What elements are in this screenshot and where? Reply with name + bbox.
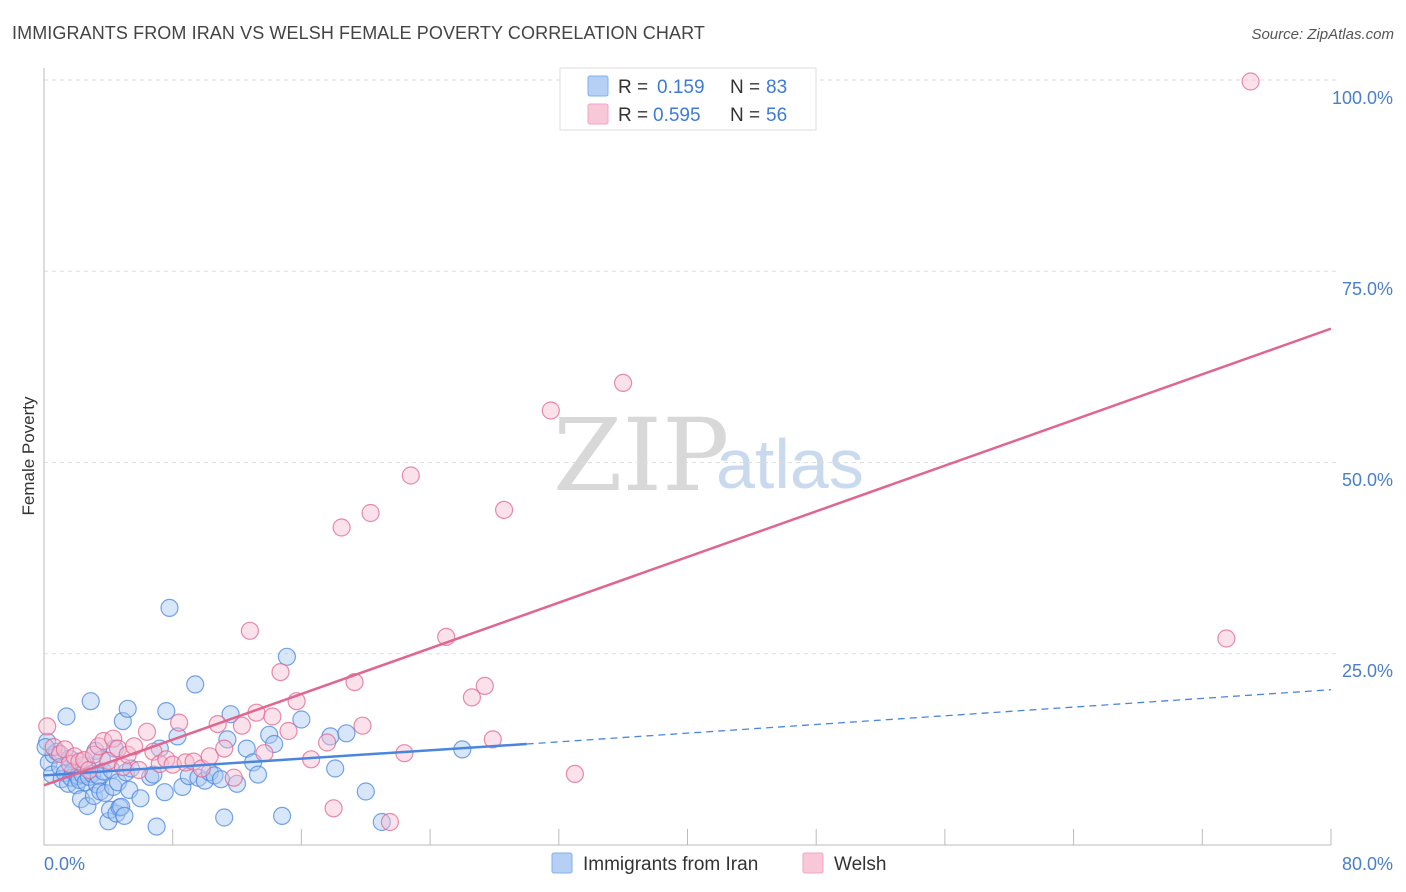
point-welsh-24	[170, 713, 189, 732]
series-iran-points	[36, 598, 472, 836]
legend-r-label-welsh: R =	[618, 105, 648, 126]
point-welsh-57	[613, 373, 633, 392]
point-welsh-58	[1241, 72, 1260, 91]
legend-r-value-iran: 0.159	[657, 77, 705, 98]
grid	[44, 79, 1336, 655]
point-iran-53	[157, 701, 176, 721]
trend-line-iran-solid	[43, 742, 527, 777]
legend-r-value-welsh: 0.595	[653, 105, 701, 126]
point-welsh-42	[324, 799, 343, 818]
point-welsh-31	[224, 768, 243, 787]
legend-n-label-iran: N =	[730, 77, 760, 98]
source-label: Source: ZipAtlas.com	[1251, 26, 1394, 43]
point-welsh-38	[279, 721, 298, 741]
point-welsh-49	[401, 466, 420, 485]
point-iran-49	[144, 765, 163, 784]
y-tick-label-50: 50.0%	[1342, 470, 1393, 490]
y-tick-label-100: 100.0%	[1332, 88, 1393, 108]
bottom-legend-label-welsh: Welsh	[834, 854, 886, 875]
point-iran-78	[337, 724, 356, 743]
bottom-legend: Immigrants from Iran Welsh	[551, 852, 886, 875]
legend-n-value-welsh: 56	[766, 105, 787, 126]
point-welsh-52	[475, 676, 494, 696]
point-iran-79	[356, 782, 375, 801]
chart-title: IMMIGRANTS FROM IRAN VS WELSH FEMALE POV…	[12, 23, 705, 43]
point-iran-71	[260, 725, 279, 744]
trend-line-iran-dashed	[526, 689, 1332, 745]
point-welsh-51	[462, 688, 481, 707]
point-iran-74	[277, 647, 296, 666]
point-iran-56	[173, 777, 192, 797]
point-welsh-46	[361, 503, 380, 523]
point-welsh-59	[1217, 629, 1236, 648]
y-tick-label-75: 75.0%	[1342, 279, 1393, 299]
point-iran-47	[131, 789, 150, 808]
point-welsh-55	[541, 401, 560, 420]
watermark-atlas: atlas	[716, 425, 864, 503]
point-iran-52	[155, 783, 174, 802]
legend-n-value-iran: 83	[766, 77, 787, 98]
point-welsh-54	[495, 500, 514, 519]
point-welsh-36	[263, 707, 282, 726]
x-tick-label-max: 80.0%	[1342, 854, 1393, 874]
point-welsh-10	[89, 737, 108, 756]
point-iran-22	[81, 692, 100, 711]
point-welsh-13	[104, 729, 123, 748]
point-iran-54	[160, 598, 179, 618]
point-iran-77	[326, 759, 345, 778]
point-iran-44	[118, 699, 137, 718]
point-iran-72	[265, 734, 284, 754]
point-welsh-33	[240, 621, 259, 640]
x-tick-marks	[172, 829, 1332, 845]
legend-swatch-iran	[587, 75, 609, 97]
legend-r-label-iran: R =	[618, 77, 648, 98]
point-welsh-35	[255, 744, 274, 763]
bottom-legend-swatch-welsh	[802, 852, 824, 874]
point-iran-70	[248, 765, 268, 784]
x-tick-label-min: 0.0%	[44, 854, 85, 874]
legend-swatch-welsh	[587, 103, 609, 125]
point-welsh-47	[380, 812, 399, 832]
trend-line-welsh	[43, 327, 1332, 787]
point-welsh-56	[565, 764, 585, 784]
point-iran-42	[115, 806, 134, 826]
point-welsh-5	[65, 747, 84, 766]
point-welsh-41	[318, 733, 337, 752]
point-welsh-19	[137, 722, 157, 741]
point-welsh-43	[332, 518, 351, 537]
point-iran-20	[78, 796, 97, 816]
y-tick-label-25: 25.0%	[1342, 661, 1393, 681]
legend-box: R = 0.159 N = 83 R = 0.595 N = 56	[559, 67, 817, 131]
point-welsh-7	[75, 750, 94, 770]
point-iran-75	[292, 710, 311, 729]
point-welsh-0	[38, 717, 57, 736]
point-welsh-37	[271, 662, 290, 682]
point-welsh-45	[353, 716, 372, 735]
trend-lines	[43, 327, 1332, 787]
bottom-legend-label-iran: Immigrants from Iran	[583, 854, 758, 875]
point-iran-8	[57, 707, 76, 726]
legend-n-label-welsh: N =	[730, 105, 760, 126]
watermark-zip: ZIP	[553, 397, 729, 514]
point-iran-64	[215, 808, 234, 827]
point-iran-73	[273, 806, 292, 826]
y-axis-label: Female Poverty	[19, 396, 38, 516]
point-welsh-30	[215, 739, 234, 758]
point-welsh-32	[232, 716, 251, 735]
point-welsh-3	[55, 740, 75, 759]
point-welsh-1	[44, 737, 63, 757]
point-iran-50	[147, 817, 166, 836]
point-welsh-53	[483, 730, 502, 749]
bottom-legend-swatch-iran	[551, 852, 573, 874]
point-iran-58	[186, 675, 205, 694]
